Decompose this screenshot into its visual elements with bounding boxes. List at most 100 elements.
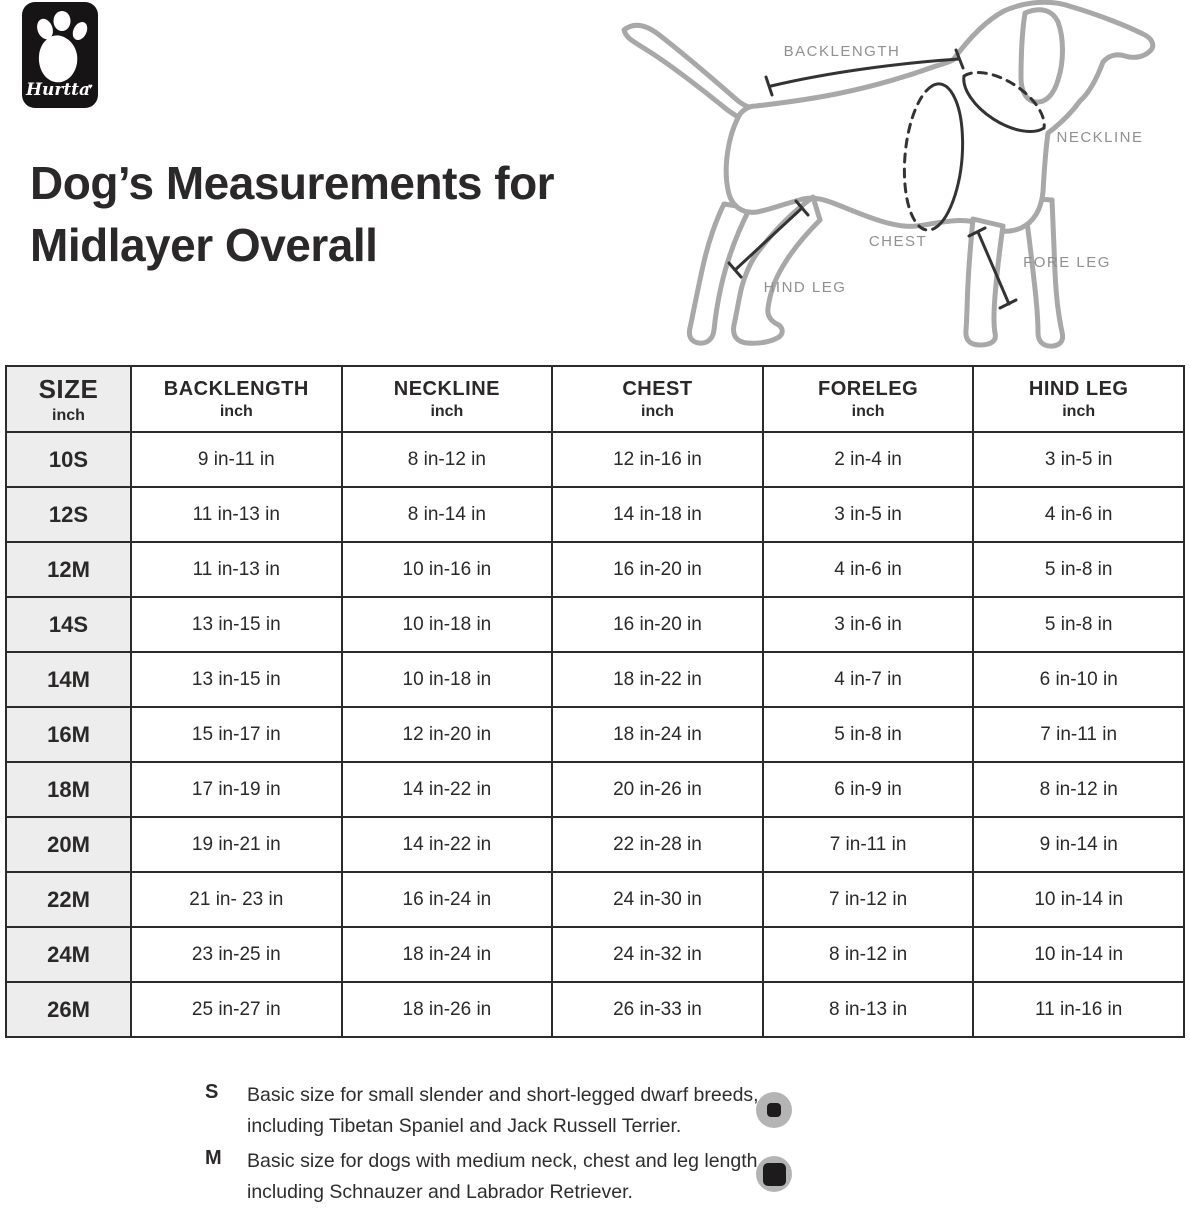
table-row: 10S 9 in-11 in 8 in-12 in 12 in-16 in 2 …: [5, 431, 1185, 488]
note-m-text: Basic size for dogs with medium neck, ch…: [247, 1150, 763, 1203]
size-cell: 22M: [5, 871, 132, 928]
size-m-icon: [756, 1156, 792, 1192]
table-cell: 13 in-15 in: [130, 596, 343, 653]
table-cell: 18 in-22 in: [551, 651, 764, 708]
backlength-label: BACKLENGTH: [784, 43, 901, 60]
header-size: SIZE inch: [5, 365, 132, 433]
neckline-measure-dashed: [962, 71, 1046, 130]
note-s-text: Basic size for small slender and short-l…: [247, 1084, 759, 1137]
table-cell: 18 in-26 in: [340, 981, 554, 1038]
neckline-label: NECKLINE: [1056, 129, 1143, 146]
logo-heart-icon: ♥: [88, 82, 93, 91]
table-cell: 7 in-11 in: [761, 816, 975, 873]
table-row: 24M 23 in-25 in 18 in-24 in 24 in-32 in …: [5, 926, 1185, 983]
table-row: 14M 13 in-15 in 10 in-18 in 18 in-22 in …: [5, 651, 1185, 708]
size-cell: 10S: [5, 431, 132, 488]
table-cell: 3 in-6 in: [761, 596, 975, 653]
table-cell: 23 in-25 in: [130, 926, 343, 983]
header-neckline: NECKLINE inch: [340, 365, 554, 433]
table-cell: 25 in-27 in: [130, 981, 343, 1038]
measurement-marks: [727, 48, 1046, 310]
table-cell: 22 in-28 in: [551, 816, 764, 873]
table-cell: 3 in-5 in: [761, 486, 975, 543]
logo-wordmark: Hurtta: [25, 80, 90, 100]
table-cell: 8 in-13 in: [761, 981, 975, 1038]
table-cell: 12 in-16 in: [551, 431, 764, 488]
table-cell: 9 in-11 in: [130, 431, 343, 488]
table-cell: 4 in-6 in: [972, 486, 1185, 543]
table-cell: 14 in-22 in: [340, 761, 554, 818]
size-cell: 20M: [5, 816, 132, 873]
size-cell: 14M: [5, 651, 132, 708]
table-row: 16M 15 in-17 in 12 in-20 in 18 in-24 in …: [5, 706, 1185, 763]
foreleg-measure-line: [976, 230, 1011, 306]
table-cell: 3 in-5 in: [972, 431, 1185, 488]
table-cell: 18 in-24 in: [551, 706, 764, 763]
table-header-row: SIZE inch BACKLENGTH inch NECKLINE inch …: [5, 365, 1185, 433]
table-cell: 11 in-13 in: [130, 541, 343, 598]
size-cell: 12M: [5, 541, 132, 598]
table-cell: 21 in- 23 in: [130, 871, 343, 928]
page-title: Dog’s Measurements for Midlayer Overall: [30, 152, 555, 276]
neckline-measure-solid: [962, 74, 1046, 133]
table-cell: 9 in-14 in: [972, 816, 1185, 873]
dog-near-front-leg: [963, 216, 1006, 348]
table-cell: 8 in-12 in: [340, 431, 554, 488]
dog-tail: [621, 22, 758, 124]
table-cell: 4 in-7 in: [761, 651, 975, 708]
table-cell: 19 in-21 in: [130, 816, 343, 873]
diagram-labels: BACKLENGTH NECKLINE CHEST FORE LEG HIND …: [764, 43, 1143, 296]
table-cell: 10 in-16 in: [340, 541, 554, 598]
table-cell: 20 in-26 in: [551, 761, 764, 818]
size-s-icon: [756, 1092, 792, 1128]
dog-far-front-leg: [1021, 195, 1066, 349]
size-cell: 12S: [5, 486, 132, 543]
table-cell: 8 in-12 in: [761, 926, 975, 983]
chest-measure-solid: [930, 82, 965, 230]
paw-icon: [37, 11, 88, 83]
size-cell: 18M: [5, 761, 132, 818]
table-cell: 26 in-33 in: [551, 981, 764, 1038]
table-cell: 12 in-20 in: [340, 706, 554, 763]
table-cell: 11 in-16 in: [972, 981, 1185, 1038]
table-cell: 5 in-8 in: [972, 596, 1185, 653]
note-size-m: M Basic size for dogs with medium neck, …: [205, 1146, 805, 1208]
chest-label: CHEST: [869, 233, 927, 250]
dog-near-hind-leg: [731, 194, 823, 346]
size-cell: 14S: [5, 596, 132, 653]
table-row: 12M 11 in-13 in 10 in-16 in 16 in-20 in …: [5, 541, 1185, 598]
table-row: 20M 19 in-21 in 14 in-22 in 22 in-28 in …: [5, 816, 1185, 873]
hurtta-logo: Hurtta ♥: [22, 2, 98, 108]
table-cell: 14 in-18 in: [551, 486, 764, 543]
table-cell: 24 in-32 in: [551, 926, 764, 983]
table-cell: 7 in-11 in: [972, 706, 1185, 763]
size-cell: 16M: [5, 706, 132, 763]
header-chest: CHEST inch: [551, 365, 764, 433]
header-hindleg: HIND LEG inch: [972, 365, 1185, 433]
table-cell: 15 in-17 in: [130, 706, 343, 763]
note-m-key: M: [205, 1147, 222, 1169]
hindleg-label: HIND LEG: [764, 279, 847, 296]
table-cell: 18 in-24 in: [340, 926, 554, 983]
table-cell: 8 in-12 in: [972, 761, 1185, 818]
table-cell: 5 in-8 in: [972, 541, 1185, 598]
table-cell: 16 in-20 in: [551, 596, 764, 653]
dog-outline-drawing: [621, 0, 1156, 349]
dog-ear: [1018, 7, 1065, 105]
table-cell: 17 in-19 in: [130, 761, 343, 818]
page-title-line2: Midlayer Overall: [30, 219, 378, 271]
header-backlength: BACKLENGTH inch: [130, 365, 343, 433]
table-cell: 11 in-13 in: [130, 486, 343, 543]
table-row: 22M 21 in- 23 in 16 in-24 in 24 in-30 in…: [5, 871, 1185, 928]
table-cell: 16 in-24 in: [340, 871, 554, 928]
backlength-measure-line: [769, 57, 961, 88]
table-row: 18M 17 in-19 in 14 in-22 in 20 in-26 in …: [5, 761, 1185, 818]
table-cell: 5 in-8 in: [761, 706, 975, 763]
table-cell: 6 in-10 in: [972, 651, 1185, 708]
table-row: 14S 13 in-15 in 10 in-18 in 16 in-20 in …: [5, 596, 1185, 653]
foreleg-label: FORE LEG: [1023, 254, 1111, 271]
table-cell: 13 in-15 in: [130, 651, 343, 708]
hindleg-measure-line: [733, 206, 804, 272]
dog-body: [723, 0, 1156, 234]
